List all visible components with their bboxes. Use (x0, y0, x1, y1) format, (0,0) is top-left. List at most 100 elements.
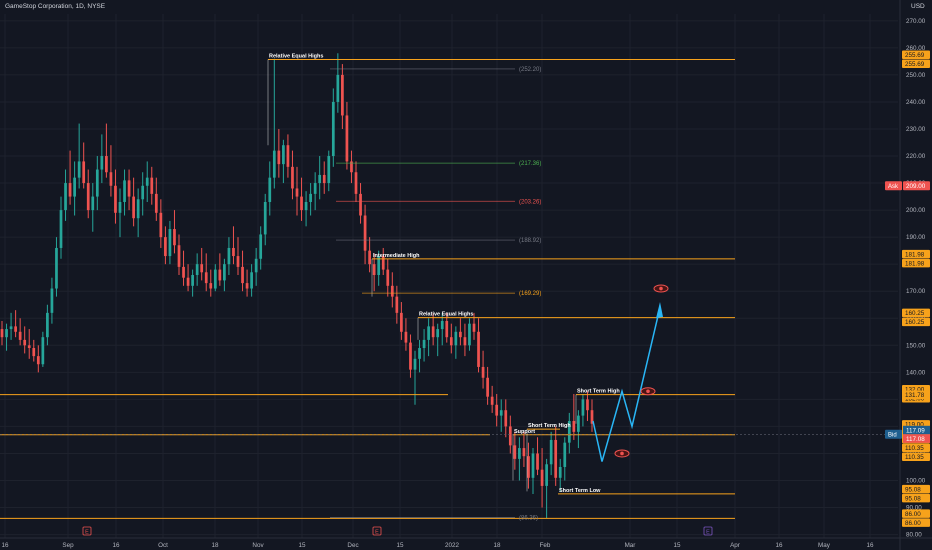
candle-body (499, 410, 503, 416)
candle-body (527, 456, 530, 478)
candle-body (468, 323, 471, 346)
level-label: Intermediate High (373, 253, 420, 259)
price-tag-label: 119.00 (905, 422, 924, 429)
time-tick-label: Apr (730, 542, 740, 549)
candle-body (91, 196, 95, 211)
candle-body (123, 180, 126, 202)
candle-body (363, 215, 367, 251)
level-label: Relative Equal Highs (419, 312, 473, 318)
candle-body (154, 193, 158, 213)
candle-body (359, 193, 362, 216)
ask-label: Ask (888, 184, 899, 190)
bid-price-tag-2 (903, 434, 930, 443)
candle-body (390, 285, 394, 297)
level-label: Short Term High (577, 389, 620, 395)
candle-body (318, 174, 322, 184)
price-tick-label: 270.00 (906, 18, 926, 25)
candle-body (68, 183, 72, 197)
eye-icon (653, 284, 669, 293)
candle-body (554, 439, 558, 478)
candle-body (449, 337, 453, 346)
candle-body (459, 331, 462, 338)
price-tag-label: 110.35 (905, 454, 924, 461)
eye-icon (640, 387, 656, 396)
ask-tag (885, 181, 902, 191)
candle-body (350, 161, 353, 173)
price-tag-label: 255.69 (905, 52, 925, 59)
price-tag-label: 86.00 (905, 520, 921, 527)
candle-body (282, 145, 285, 165)
candle-body (322, 174, 326, 184)
bid-price-tag (903, 425, 930, 435)
candle-body (213, 269, 217, 289)
candle-body (9, 326, 13, 330)
time-tick-label: Mar (625, 542, 636, 549)
earnings-marker-label: E (375, 530, 379, 536)
eye-icon-pupil (646, 389, 650, 394)
candle-body (64, 183, 67, 211)
candle-body (241, 266, 244, 284)
level-label: Short Term High (528, 423, 571, 429)
candle-body (295, 188, 299, 197)
bid-label: Bid (888, 432, 897, 438)
price-tag (902, 509, 930, 518)
candle-body (227, 247, 231, 265)
price-tick-label: 170.00 (906, 288, 926, 295)
candle-body (477, 331, 480, 367)
price-tag-label: 160.25 (905, 319, 925, 326)
candle-body (136, 199, 140, 219)
candle-body (109, 172, 113, 186)
candle-body (549, 439, 553, 465)
price-tag-label: 181.98 (905, 260, 925, 267)
candle-body (277, 150, 281, 165)
fib-level-label: (86.36) (519, 515, 538, 521)
candle-body (300, 196, 303, 211)
price-tag-label: 131.78 (905, 392, 925, 399)
candle-body (536, 453, 539, 470)
candle-body (141, 185, 145, 200)
candle-body (5, 329, 8, 338)
fib-level-label: (203.26) (519, 199, 541, 205)
candle-body (250, 272, 253, 289)
earnings-marker-label: E (706, 530, 710, 536)
price-tag (902, 452, 930, 462)
earnings-marker (82, 526, 92, 536)
time-tick-label: Oct (158, 542, 168, 549)
candle-body (377, 256, 381, 275)
candle-body (127, 180, 131, 197)
price-tick-label: 200.00 (906, 207, 926, 214)
candle-body (23, 339, 27, 346)
candle-body (422, 339, 426, 349)
candle-body (586, 399, 589, 411)
level-label: Short Term Low (559, 488, 601, 494)
candle-body (263, 201, 267, 235)
candle-body (18, 331, 22, 340)
price-tag (902, 518, 930, 527)
candle-body (182, 266, 185, 278)
price-tick-label: 140.00 (906, 369, 926, 376)
candle-body (55, 247, 58, 289)
candle-body (454, 331, 458, 346)
candle-body (495, 404, 499, 416)
price-tick-label: 90.00 (906, 505, 922, 512)
time-tick-label: Nov (252, 542, 264, 549)
candle-body (372, 264, 376, 275)
candle-body (232, 247, 235, 257)
candle-body (513, 445, 517, 459)
candle-body (486, 377, 489, 397)
candle-body (272, 150, 276, 178)
earnings-marker (703, 526, 713, 536)
candle-body (0, 329, 4, 338)
price-tag-label: 95.08 (905, 486, 921, 493)
candle-body (32, 348, 36, 357)
candle-body (436, 329, 440, 338)
time-tick-label: May (818, 542, 831, 549)
price-tag (902, 308, 930, 318)
fib-level-label: (217.36) (519, 161, 541, 167)
currency-label: USD (911, 3, 925, 10)
candle-body (77, 161, 81, 178)
candle-body (427, 326, 430, 340)
time-tick-label: Sep (62, 542, 74, 549)
time-tick-label: 15 (673, 542, 681, 549)
